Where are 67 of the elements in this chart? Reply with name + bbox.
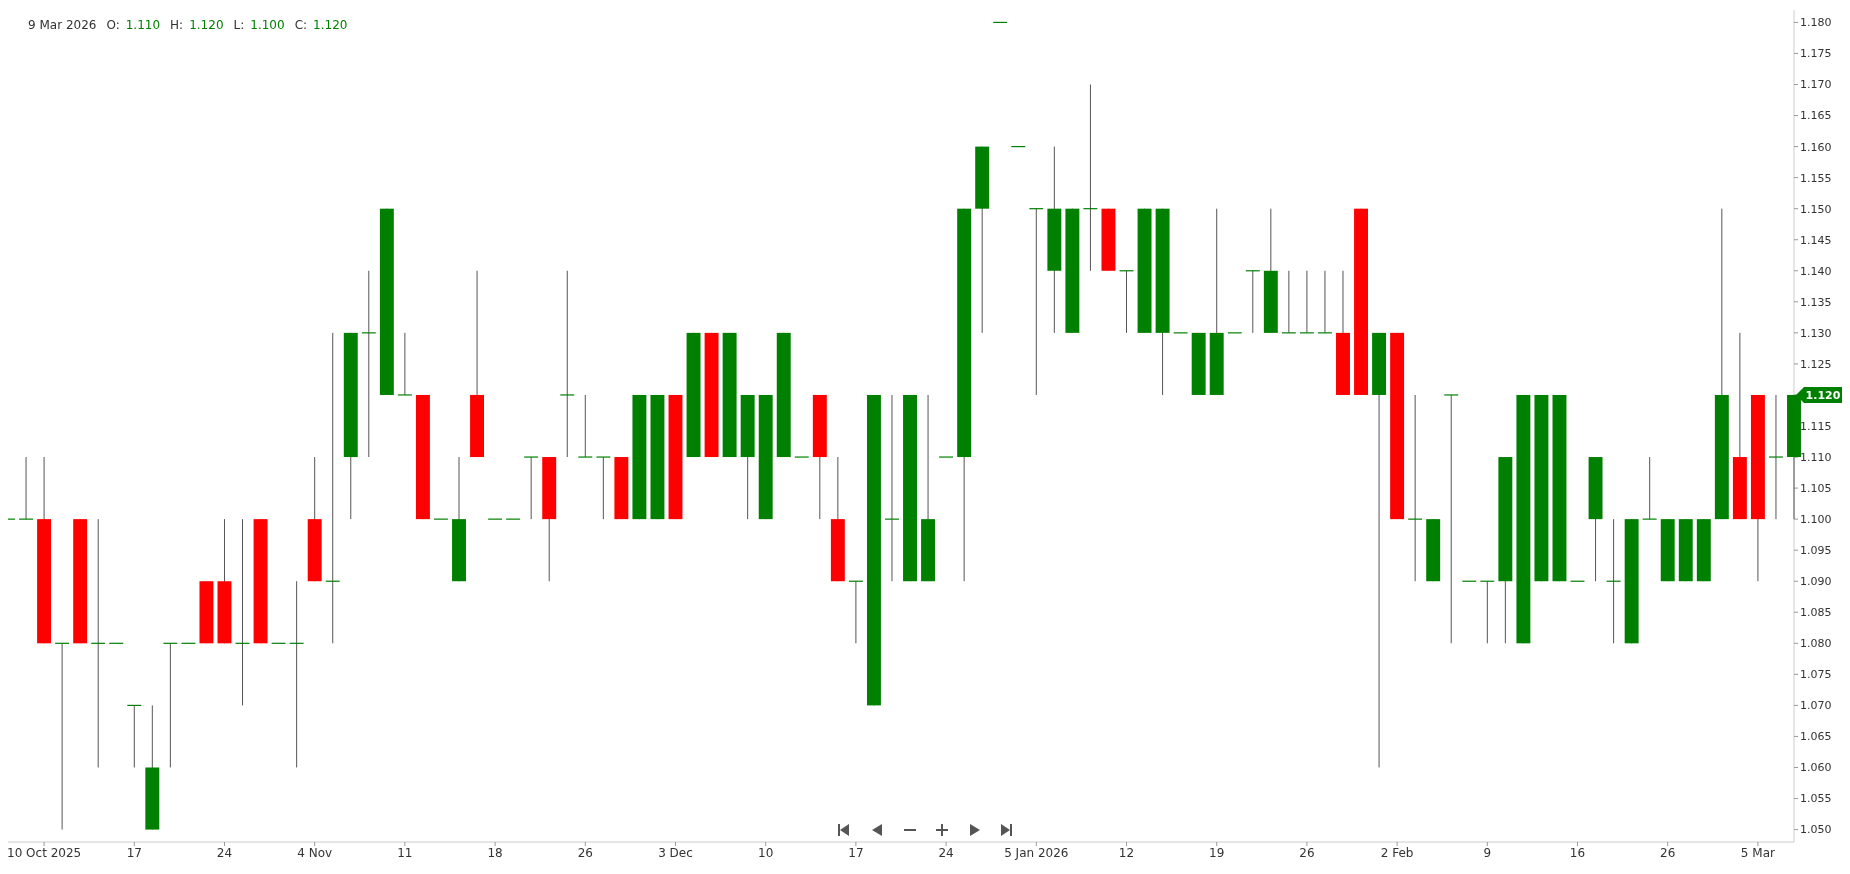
annotation: H: 1.120 [170, 18, 224, 32]
x-tick-label: 5 Jan 2026 [1004, 845, 1069, 860]
y-tick-label: 1.180 [1800, 16, 1832, 30]
candlestick [523, 456, 539, 520]
y-tick-label: 1.085 [1800, 606, 1832, 620]
y-tick-label: 1.155 [1800, 171, 1832, 185]
y-tick-label: 1.150 [1800, 202, 1832, 216]
y-tick-label: 1.075 [1800, 668, 1832, 682]
y-tick-label: 1.125 [1800, 357, 1832, 371]
x-tick-label: 26 [577, 845, 593, 860]
y-tick-label: 1.080 [1800, 637, 1832, 651]
x-tick-label: 18 [487, 845, 503, 860]
y-tick-label: 1.065 [1800, 730, 1832, 744]
annotation: L: 1.100 [233, 18, 285, 32]
x-tick-label: 3 Dec [658, 845, 693, 860]
x-tick-label: 26 [1299, 845, 1315, 860]
candlestick [1642, 456, 1658, 520]
candlestick [559, 270, 575, 458]
x-tick-label: 12 [1118, 845, 1135, 860]
y-tick-label: 1.060 [1800, 761, 1832, 775]
y-tick-label: 1.055 [1800, 792, 1832, 806]
x-tick-label: 2 Feb [1380, 845, 1414, 860]
y-tick-label: 1.175 [1800, 47, 1832, 61]
y-tick-label: 1.110 [1800, 450, 1832, 464]
y-tick-label: 1.095 [1800, 544, 1832, 558]
candlestick [884, 394, 900, 582]
y-tick-label: 1.145 [1800, 233, 1832, 247]
y-tick-label: 1.050 [1800, 823, 1832, 837]
x-tick-label: 16 [1569, 845, 1586, 860]
x-tick-label: 5 Mar [1740, 845, 1776, 860]
candlestick [1443, 394, 1459, 644]
x-tick-label: 26 [1660, 845, 1676, 860]
text: 9 Mar 2026 [28, 18, 97, 32]
x-tick-label: 17 [848, 845, 864, 860]
x-tick-label: 9 [1483, 845, 1492, 860]
y-tick-label: 1.130 [1800, 326, 1832, 340]
candlestick [18, 456, 34, 520]
y-tick-label: 1.070 [1800, 699, 1832, 713]
y-tick-label: 1.165 [1800, 109, 1832, 123]
y-tick-label: 1.105 [1800, 481, 1832, 495]
candlestick [1407, 394, 1423, 582]
x-tick-label: 11 [397, 845, 413, 860]
candlestick [577, 394, 593, 458]
candlestick [1281, 270, 1297, 334]
y-tick-label: 1.160 [1800, 140, 1832, 154]
candlestick [397, 332, 413, 396]
x-tick-label: 10 Oct 2025 [6, 845, 82, 860]
x-tick-label: 24 [938, 845, 954, 860]
y-tick-label: 1.170 [1800, 78, 1832, 92]
candlestick [595, 456, 611, 520]
x-tick-label: 4 Nov [297, 845, 333, 860]
y-tick-label: 1.090 [1800, 575, 1832, 589]
y-tick-label: 1.115 [1800, 419, 1832, 433]
candlestick [1317, 270, 1333, 334]
annotation: O: 1.110 [106, 18, 161, 32]
text: 1.120 [1805, 388, 1841, 402]
candlestick [1299, 270, 1315, 334]
y-tick-label: 1.135 [1800, 295, 1832, 309]
candlestick [361, 270, 377, 458]
x-tick-label: 24 [216, 845, 233, 860]
y-tick-label: 1.100 [1800, 513, 1832, 527]
x-tick-label: 17 [126, 845, 142, 860]
annotation: C: 1.120 [294, 18, 348, 32]
candlestick [1768, 394, 1784, 520]
x-tick-label: 10 [758, 845, 774, 860]
x-tick-label: 19 [1209, 845, 1225, 860]
y-tick-label: 1.140 [1800, 264, 1832, 278]
